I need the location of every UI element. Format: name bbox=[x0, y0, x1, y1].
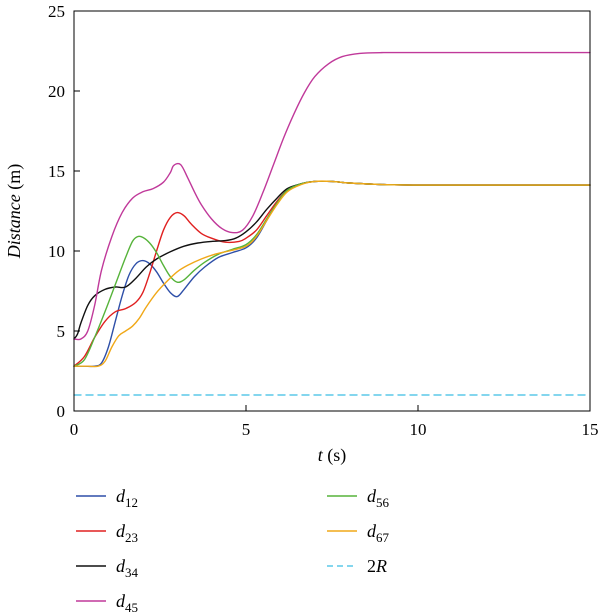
y-tick-label-1: 5 bbox=[57, 322, 66, 341]
y-axis-label: Distance (m) bbox=[4, 164, 25, 259]
x-tick-label-0: 0 bbox=[70, 420, 79, 439]
x-axis-label: t (s) bbox=[318, 445, 347, 466]
legend-label-d67: d67 bbox=[367, 521, 390, 545]
x-tick-label-3: 15 bbox=[582, 420, 599, 439]
plot-lines bbox=[73, 51, 591, 396]
ticks: 0 5 10 15 0 5 10 15 20 25 bbox=[48, 2, 599, 439]
legend-label-d45: d45 bbox=[116, 591, 138, 615]
series-line-d45 bbox=[73, 51, 591, 341]
x-tick-label-1: 5 bbox=[242, 420, 251, 439]
y-tick-label-2: 10 bbox=[48, 242, 65, 261]
x-tick-label-2: 10 bbox=[410, 420, 427, 439]
y-tick-label-4: 20 bbox=[48, 82, 65, 101]
series-line-d67 bbox=[73, 180, 591, 368]
legend-label-d12: d12 bbox=[116, 486, 138, 510]
legend-label-d56: d56 bbox=[367, 486, 390, 510]
legend-label-2R: 2R bbox=[367, 556, 387, 576]
y-tick-label-3: 15 bbox=[48, 162, 65, 181]
series-line-d34 bbox=[73, 180, 591, 340]
plot-frame bbox=[73, 10, 591, 412]
axes bbox=[73, 10, 591, 412]
legend: d12 d23 d34 d45 d56 d67 2R bbox=[76, 486, 390, 615]
series-line-d12 bbox=[73, 180, 591, 368]
y-tick-label-0: 0 bbox=[57, 402, 66, 421]
legend-label-d34: d34 bbox=[116, 556, 139, 580]
y-tick-label-5: 25 bbox=[48, 2, 65, 21]
series-line-d23 bbox=[73, 180, 591, 367]
series-line-d56 bbox=[73, 180, 591, 367]
legend-label-d23: d23 bbox=[116, 521, 138, 545]
